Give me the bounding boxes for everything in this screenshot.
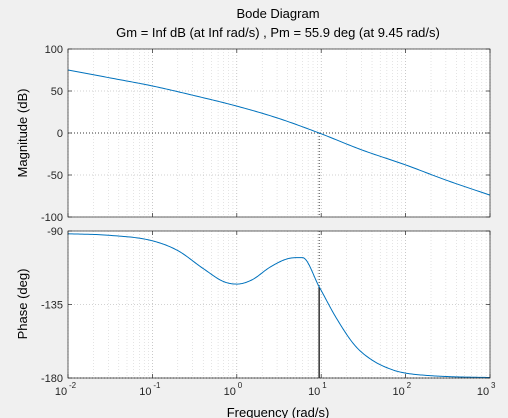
x-tick-label: 10 bbox=[139, 386, 151, 398]
chart-title: Bode Diagram bbox=[236, 6, 319, 21]
x-tick-exponent: 2 bbox=[407, 381, 412, 390]
x-tick-label: 10 bbox=[392, 386, 404, 398]
phase-y-tick-label: -180 bbox=[41, 373, 63, 385]
x-tick-label: 10 bbox=[55, 386, 67, 398]
phase-y-tick-label: -90 bbox=[47, 226, 63, 238]
magnitude-y-tick-label: 50 bbox=[51, 86, 63, 98]
x-tick-label: 10 bbox=[308, 386, 320, 398]
magnitude-y-tick-label: 100 bbox=[45, 44, 63, 56]
chart-subtitle: Gm = Inf dB (at Inf rad/s) , Pm = 55.9 d… bbox=[116, 25, 440, 40]
x-tick-exponent: -2 bbox=[69, 381, 77, 390]
magnitude-y-ticks: 100 50 0 -50 -100 bbox=[41, 44, 490, 224]
frequency-xlabel: Frequency (rad/s) bbox=[227, 405, 330, 418]
magnitude-y-tick-label: 0 bbox=[57, 128, 63, 140]
phase-ylabel: Phase (deg) bbox=[15, 269, 30, 340]
magnitude-y-tick-label: -100 bbox=[41, 212, 63, 224]
x-tick-exponent: 3 bbox=[491, 381, 496, 390]
x-tick-exponent: 1 bbox=[322, 381, 327, 390]
x-tick-exponent: -1 bbox=[153, 381, 161, 390]
phase-curve bbox=[67, 233, 491, 379]
x-tick-exponent: 0 bbox=[238, 381, 243, 390]
magnitude-curve bbox=[67, 69, 491, 196]
x-tick-label: 10 bbox=[477, 386, 489, 398]
magnitude-plot bbox=[67, 69, 491, 217]
magnitude-y-tick-label: -50 bbox=[47, 170, 63, 182]
phase-y-tick-label: -135 bbox=[41, 300, 63, 312]
x-tick-label: 10 bbox=[224, 386, 236, 398]
phase-y-ticks: -90 -135 -180 bbox=[41, 226, 490, 385]
magnitude-ylabel: Magnitude (dB) bbox=[15, 89, 30, 178]
